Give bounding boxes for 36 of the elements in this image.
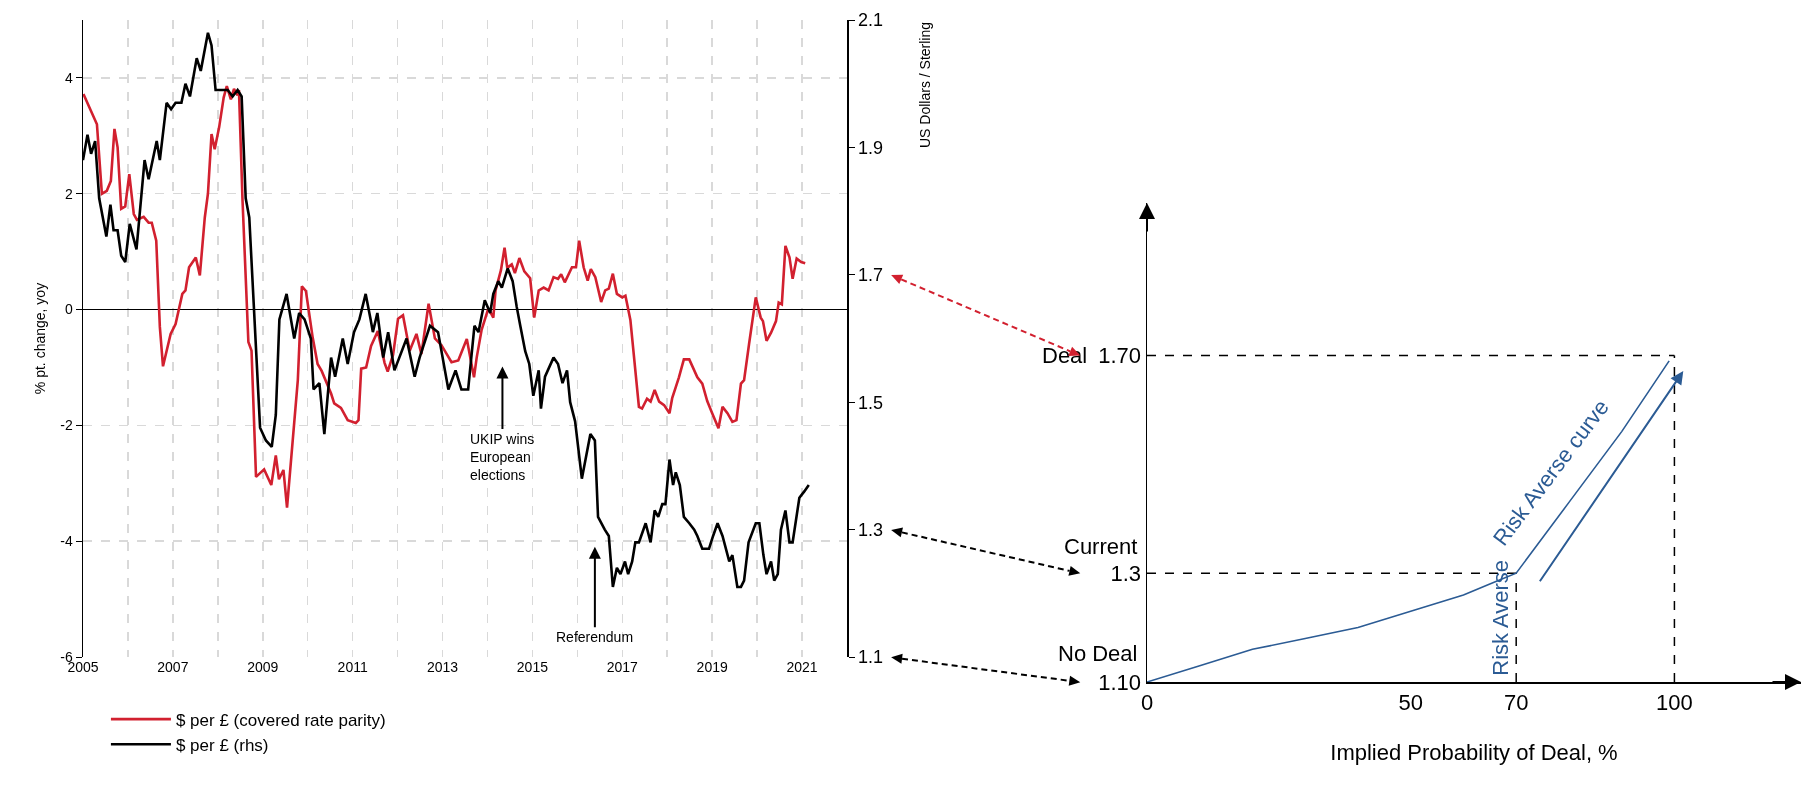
annotation: UKIP wins European elections (470, 431, 535, 484)
x-tick-label: 2013 (426, 659, 459, 675)
legend-label: $ per £ (rhs) (175, 735, 269, 755)
y2-axis-title: US Dollars / Sterling (917, 21, 933, 148)
y-tick-label: -4 (60, 533, 73, 550)
y-axis-title: % pt. change, yoy (31, 282, 48, 395)
x-axis-title: Implied Probability of Deal, % (1330, 739, 1618, 765)
y2-tick-label: 1.9 (858, 137, 884, 158)
y-tick-label: 1.70 (1098, 343, 1142, 369)
ref-line-label: Deal (1042, 343, 1088, 368)
x-tick-label: 100 (1656, 689, 1693, 715)
x-tick-label: 2007 (157, 659, 189, 675)
y2-tick-label: 1.7 (858, 265, 884, 286)
annotation: Referendum (556, 629, 634, 645)
y-tick-label: 1.10 (1098, 669, 1142, 695)
legend-label: $ per £ (covered rate parity) (175, 710, 386, 730)
y2-tick-label: 1.1 (858, 647, 884, 668)
x-tick-label: 2017 (606, 659, 639, 675)
y-tick-label: 4 (64, 69, 73, 86)
annotation: No Deal (1058, 641, 1138, 666)
y2-tick-label: 2.1 (858, 10, 884, 31)
ref-line-label: Risk Averse (1487, 559, 1513, 676)
ref-line-label: Current (1064, 534, 1138, 559)
y-tick-label: -2 (60, 417, 73, 434)
y2-tick-label: 1.5 (858, 392, 884, 413)
x-tick-label: 2009 (247, 659, 279, 675)
y-tick-label: 0 (64, 301, 73, 318)
y-tick-label: 2 (64, 185, 73, 202)
y2-tick-label: 1.3 (858, 519, 884, 540)
x-tick-label: 70 (1503, 689, 1529, 715)
x-tick-label: 2021 (786, 659, 818, 675)
x-tick-label: 2019 (696, 659, 728, 675)
x-tick-label: 2015 (516, 659, 549, 675)
y-tick-label: 1.3 (1110, 560, 1142, 586)
x-tick-label: 50 (1398, 689, 1423, 715)
x-tick-label: 2011 (337, 659, 368, 675)
